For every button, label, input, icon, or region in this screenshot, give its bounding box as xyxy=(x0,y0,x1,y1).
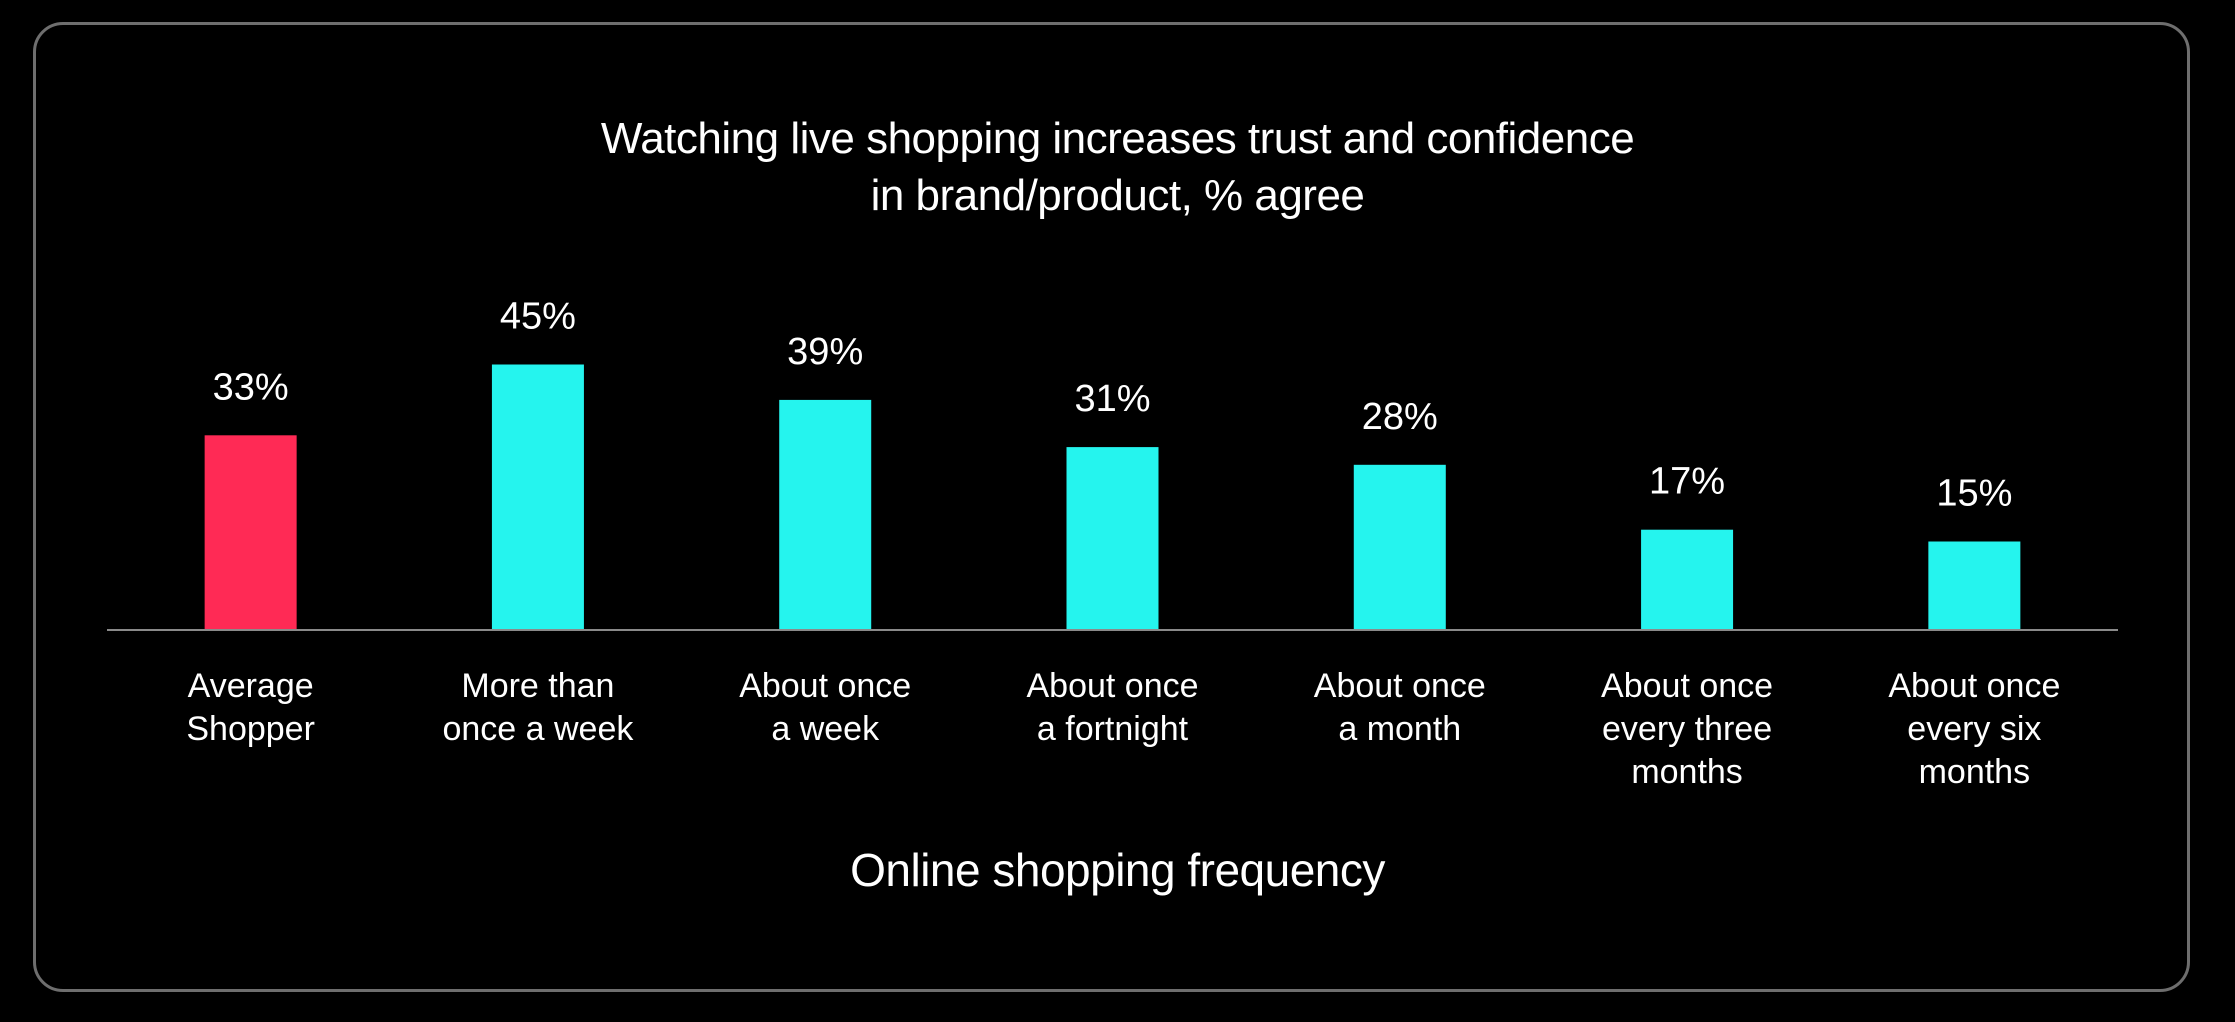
category-label-4-line-0: About once xyxy=(1314,667,1486,705)
bar-2 xyxy=(779,399,872,630)
bar-1 xyxy=(491,364,584,630)
category-label-1-line-1: once a week xyxy=(442,710,634,748)
category-label-0-line-0: Average xyxy=(188,667,314,705)
category-label-0-line-1: Shopper xyxy=(186,710,315,748)
category-label-3-line-0: About once xyxy=(1026,667,1198,705)
chart-title-line-2: in brand/product, % agree xyxy=(870,171,1365,220)
category-label-6-line-1: every six xyxy=(1907,710,2041,748)
category-label-5: About once every three months xyxy=(1601,667,1773,791)
data-label-2: 39% xyxy=(787,331,863,373)
data-label-6: 15% xyxy=(1936,473,2012,515)
category-label-5-line-2: months xyxy=(1631,753,1743,791)
category-label-3: About once a fortnight xyxy=(1026,667,1198,748)
category-label-6-line-0: About once xyxy=(1888,667,2060,705)
data-label-4: 28% xyxy=(1362,396,1438,438)
x-axis-title: Online shopping frequency xyxy=(850,844,1385,896)
category-label-6: About once every six months xyxy=(1888,667,2060,791)
chart-title-line-1: Watching live shopping increases trust a… xyxy=(600,114,1635,163)
chart-title: Watching live shopping increases trust a… xyxy=(0,110,2235,224)
data-label-0: 33% xyxy=(213,366,289,408)
bars-layer xyxy=(204,364,2021,630)
category-label-2-line-0: About once xyxy=(739,667,911,705)
category-label-1-line-0: More than xyxy=(461,667,614,705)
category-label-5-line-0: About once xyxy=(1601,667,1773,705)
bar-6 xyxy=(1928,541,2021,630)
category-label-5-line-1: every three xyxy=(1602,710,1772,748)
bar-5 xyxy=(1641,529,1734,630)
category-label-4: About once a month xyxy=(1314,667,1486,748)
bar-4 xyxy=(1353,464,1446,630)
data-label-3: 31% xyxy=(1074,378,1150,420)
bar-3 xyxy=(1066,447,1159,630)
category-label-2-line-1: a week xyxy=(771,710,880,748)
category-label-1: More than once a week xyxy=(442,667,634,748)
category-label-6-line-2: months xyxy=(1919,753,2031,791)
data-label-5: 17% xyxy=(1649,461,1725,503)
category-label-0: Average Shopper xyxy=(186,667,315,748)
labels-layer: 33% Average Shopper 45% More than once a week… xyxy=(186,296,2060,792)
category-label-2: About once a week xyxy=(739,667,911,748)
data-label-1: 45% xyxy=(500,296,576,338)
bar-0 xyxy=(204,435,297,630)
category-label-4-line-1: a month xyxy=(1338,710,1461,748)
category-label-3-line-1: a fortnight xyxy=(1037,710,1189,748)
